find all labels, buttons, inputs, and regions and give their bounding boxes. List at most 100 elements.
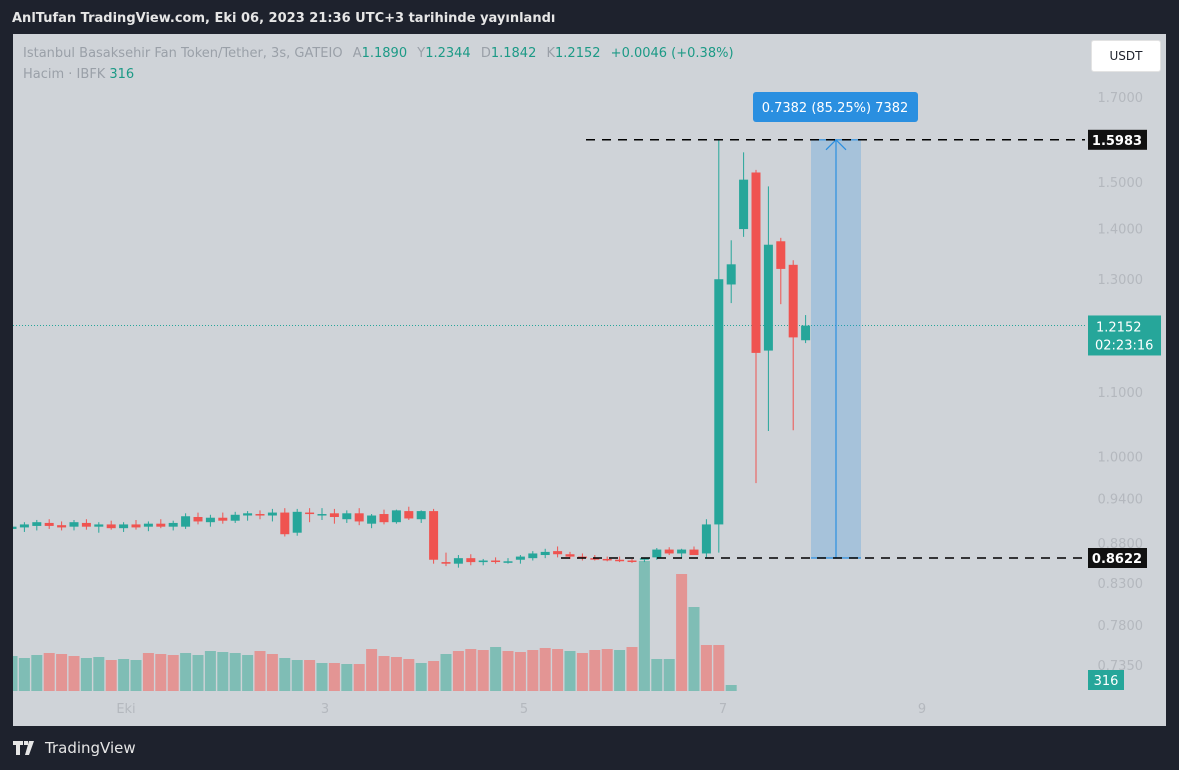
candle-body bbox=[553, 551, 563, 555]
volume-bar bbox=[192, 655, 204, 691]
candle-body bbox=[515, 556, 525, 560]
volume-bar bbox=[242, 655, 254, 691]
volume-bar bbox=[316, 663, 328, 691]
candle-body bbox=[689, 549, 699, 556]
candle-body bbox=[726, 264, 736, 285]
volume-bar bbox=[254, 651, 266, 691]
volume-bar bbox=[18, 658, 30, 691]
y-tick-label: 0.7800 bbox=[1098, 619, 1144, 634]
volume-bar bbox=[440, 654, 452, 691]
candle-body bbox=[751, 172, 761, 353]
candle-body bbox=[590, 558, 600, 560]
candle-body bbox=[763, 244, 773, 351]
volume-bar bbox=[118, 659, 130, 691]
volume-bar bbox=[502, 651, 514, 691]
y-tick-label: 0.8300 bbox=[1098, 577, 1144, 592]
high-value: 1.2344 bbox=[425, 46, 471, 61]
candle-body bbox=[391, 510, 401, 523]
candle-body bbox=[230, 514, 240, 521]
current-price-badge: 1.2152 02:23:16 bbox=[1088, 315, 1161, 356]
volume-bar bbox=[279, 658, 291, 691]
candle-body bbox=[19, 524, 29, 528]
volume-bar bbox=[514, 652, 526, 691]
open-key: A bbox=[352, 46, 362, 61]
candle-body bbox=[354, 513, 364, 522]
candle-body bbox=[714, 279, 724, 525]
volume-bar bbox=[688, 607, 700, 691]
candle-body bbox=[404, 511, 414, 519]
volume-bar bbox=[564, 651, 576, 691]
volume-bar bbox=[204, 651, 216, 691]
countdown-text: 02:23:16 bbox=[1095, 338, 1153, 353]
chart-panel[interactable]: 0.7382 (85.25%) 7382 1.7000 1.5000 1.4000 1.… bbox=[13, 34, 1166, 726]
volume-bar bbox=[614, 650, 626, 691]
volume-bar bbox=[725, 685, 737, 691]
candle-body bbox=[81, 522, 91, 527]
volume-badge-box bbox=[1088, 670, 1124, 690]
volume-bar bbox=[341, 664, 353, 691]
candle-body bbox=[218, 517, 228, 521]
volume-bar bbox=[601, 649, 613, 691]
volume-bar bbox=[266, 654, 278, 691]
candle-body bbox=[156, 523, 166, 527]
volume-bar bbox=[31, 655, 43, 691]
volume-bar bbox=[527, 650, 539, 691]
volume-bar bbox=[626, 647, 638, 691]
candle-body bbox=[255, 514, 265, 516]
y-tick-label: 1.3000 bbox=[1098, 273, 1144, 288]
price-chart[interactable]: 0.7382 (85.25%) 7382 1.7000 1.5000 1.4000 1.… bbox=[13, 34, 1166, 726]
volume-bar bbox=[217, 652, 229, 691]
currency-button[interactable]: USDT bbox=[1091, 40, 1161, 72]
volume-bar bbox=[155, 654, 167, 691]
candle-body bbox=[429, 511, 439, 560]
candle-body bbox=[44, 522, 54, 526]
volume-bar bbox=[663, 659, 675, 691]
candle-body bbox=[193, 516, 203, 522]
current-price-box bbox=[1088, 315, 1161, 356]
candle-body bbox=[639, 558, 649, 560]
measure-label-text: 0.7382 (85.25%) 7382 bbox=[762, 101, 909, 116]
volume-bar bbox=[304, 660, 316, 691]
candle-body bbox=[652, 549, 662, 558]
level-badge-low-box bbox=[1088, 548, 1147, 568]
volume-bar bbox=[291, 660, 303, 691]
y-tick-label: 0.9400 bbox=[1098, 492, 1144, 507]
candle-body bbox=[205, 517, 215, 523]
volume-bar bbox=[651, 659, 663, 691]
level-badge-high: 1.5983 bbox=[1088, 129, 1147, 150]
candle-body bbox=[243, 513, 253, 516]
y-tick-label: 1.4000 bbox=[1098, 223, 1144, 238]
volume-bar bbox=[638, 561, 650, 691]
published-caption: AnlTufan TradingView.com, Eki 06, 2023 2… bbox=[12, 11, 556, 26]
volume-bar bbox=[589, 650, 601, 691]
volume-bar bbox=[539, 648, 551, 691]
symbol-name: Istanbul Basaksehir Fan Token/Tether, 3s… bbox=[23, 46, 343, 61]
candle-body bbox=[491, 560, 501, 563]
candle-body bbox=[57, 525, 67, 528]
volume-bar bbox=[713, 645, 725, 691]
candle-body bbox=[664, 549, 674, 554]
candle-body bbox=[69, 522, 79, 527]
volume-bar bbox=[229, 653, 241, 691]
current-price-text: 1.2152 bbox=[1096, 320, 1142, 335]
volume-bar bbox=[403, 659, 415, 691]
candle-body bbox=[615, 559, 625, 562]
volume-bar bbox=[93, 657, 105, 691]
candle-body bbox=[801, 325, 811, 341]
measure-label-box bbox=[753, 92, 918, 122]
candle-body bbox=[776, 241, 786, 269]
close-value: 1.2152 bbox=[555, 46, 601, 61]
volume-label: Hacim · IBFK bbox=[23, 67, 106, 82]
x-tick-label: 9 bbox=[918, 702, 926, 717]
candle-body bbox=[453, 558, 463, 564]
candle-body bbox=[317, 514, 327, 516]
volume-bar bbox=[390, 657, 402, 691]
volume-bar bbox=[68, 656, 80, 691]
candle-body bbox=[267, 512, 277, 516]
tradingview-logo[interactable]: TradingView bbox=[13, 739, 136, 757]
volume-bar bbox=[142, 653, 154, 691]
volume-bar bbox=[80, 658, 92, 691]
x-tick-label: 5 bbox=[520, 702, 528, 717]
level-badge-low: 0.8622 bbox=[1088, 548, 1147, 568]
volume-bar bbox=[13, 656, 18, 691]
